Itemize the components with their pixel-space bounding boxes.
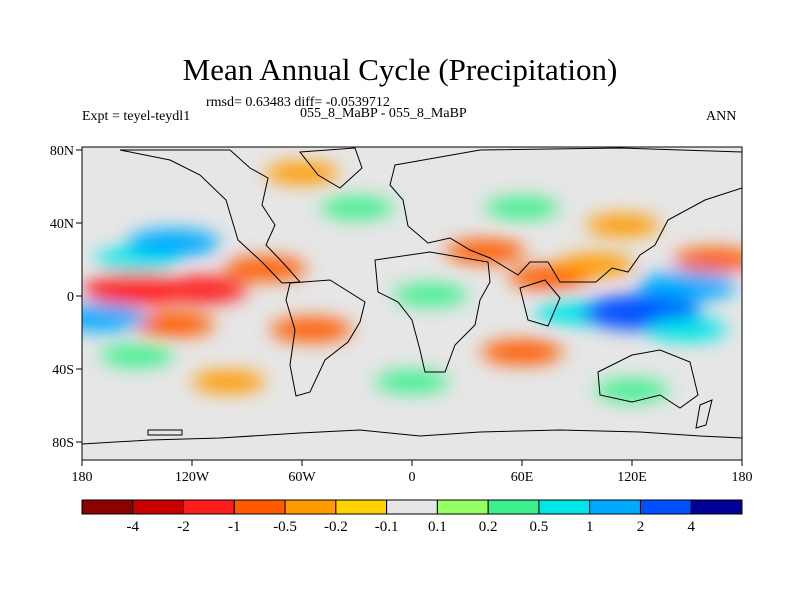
experiment-label: Expt = teyel-teydl1 — [82, 109, 191, 124]
colorbar-swatch — [386, 499, 438, 515]
anomaly-region-10 — [445, 239, 526, 264]
coastline-south-america — [285, 279, 366, 397]
svg-text:80S: 80S — [52, 436, 74, 451]
colorbar-swatch — [284, 499, 337, 515]
svg-text:120E: 120E — [617, 470, 647, 485]
colorbar-swatch — [81, 499, 134, 515]
y-tick-80s: 80S — [52, 436, 82, 451]
anomaly-region-8 — [100, 344, 174, 367]
colorbar-swatch — [132, 499, 185, 515]
colorbar-swatch — [335, 499, 388, 515]
coastline-greenland — [299, 147, 363, 189]
coastline-north-america — [119, 149, 302, 284]
colorbar-swatch — [233, 499, 286, 515]
colorbar: -4 -2 -1 -0.5 -0.2 -0.1 0.1 0.2 0.5 1 2 4 — [81, 499, 743, 535]
svg-text:40S: 40S — [52, 363, 74, 378]
colorbar-swatch — [183, 499, 235, 515]
anomaly-region-17 — [647, 317, 727, 342]
colorbar-swatch — [690, 499, 743, 515]
anomaly-region-18 — [673, 247, 742, 273]
coastline-antarctic-peninsula — [147, 429, 183, 436]
anomaly-region-2 — [224, 256, 307, 281]
svg-text:180: 180 — [732, 470, 753, 485]
coastline-africa — [374, 251, 491, 373]
svg-text:80N: 80N — [50, 144, 74, 159]
x-tick-0: 0 — [409, 460, 416, 485]
svg-text:0: 0 — [67, 290, 74, 305]
anomaly-region-12 — [556, 253, 635, 277]
anomaly-region-7 — [82, 303, 147, 332]
colorbar-label: -2 — [177, 519, 190, 535]
y-tick-80n: 80N — [50, 144, 82, 159]
comparison-label: 055_8_MaBP - 055_8_MaBP — [300, 106, 467, 121]
axes: 180 120W 60W 0 60E 120E 180 80N 40N 0 40… — [50, 144, 753, 485]
colorbar-label: -1 — [228, 519, 241, 535]
colorbar-label: -0.2 — [324, 519, 348, 535]
colorbar-label: -0.5 — [273, 519, 297, 535]
anomaly-region-16 — [638, 271, 736, 301]
anomaly-region-22 — [191, 370, 266, 393]
svg-text:60E: 60E — [511, 470, 534, 485]
x-tick-120e: 120E — [617, 460, 647, 485]
colorbar-label: 4 — [687, 519, 695, 535]
x-tick-180e: 180 — [732, 460, 753, 485]
stats-line: rmsd= 0.63483 diff= -0.0539712 — [206, 95, 390, 110]
colorbar-label: 0.5 — [530, 519, 549, 535]
plot-area — [81, 146, 743, 461]
colorbar-swatch — [639, 499, 692, 515]
colorbar-label: -0.1 — [375, 519, 399, 535]
svg-text:120W: 120W — [175, 470, 210, 485]
x-tick-60w: 60W — [288, 460, 316, 485]
colorbar-swatch — [538, 499, 591, 515]
x-tick-60e: 60E — [511, 460, 534, 485]
anomaly-region-4 — [270, 317, 353, 342]
svg-text:0: 0 — [409, 470, 416, 485]
y-tick-40s: 40S — [52, 363, 82, 378]
anomaly-region-25 — [265, 162, 339, 184]
colorbar-swatch — [436, 499, 489, 515]
coastline-eurasia — [389, 147, 742, 283]
colorbar-label: 1 — [586, 519, 594, 535]
colorbar-label: 0.2 — [479, 519, 498, 535]
y-tick-40n: 40N — [50, 217, 82, 232]
anomaly-region-19 — [585, 214, 660, 237]
coastline-southeast-asia — [519, 279, 561, 327]
anomaly-region-21 — [320, 196, 394, 219]
anomaly-region-6 — [127, 229, 220, 257]
coastline-australia — [597, 349, 699, 409]
anomaly-region-23 — [375, 370, 449, 393]
coastline-new-zealand — [695, 399, 713, 429]
anomaly-region-24 — [595, 379, 669, 402]
anomaly-region-3 — [132, 312, 215, 337]
colorbar-label: -4 — [127, 519, 140, 535]
svg-text:60W: 60W — [288, 470, 316, 485]
coastlines — [82, 147, 742, 445]
colorbar-label: 2 — [637, 519, 645, 535]
y-tick-0: 0 — [67, 290, 82, 305]
svg-text:40N: 40N — [50, 217, 74, 232]
svg-text:180: 180 — [72, 470, 93, 485]
anomaly-region-13 — [481, 340, 563, 365]
anomaly-region-1 — [155, 275, 248, 304]
x-ticks: 180 120W 60W 0 60E 120E 180 — [72, 460, 753, 485]
x-tick-180w: 180 — [72, 460, 93, 485]
season-label: ANN — [706, 109, 737, 124]
y-ticks: 80N 40N 0 40S 80S — [50, 144, 82, 451]
x-tick-120w: 120W — [175, 460, 210, 485]
anomaly-field — [82, 162, 742, 402]
colorbar-swatch — [589, 499, 641, 515]
anomaly-region-9 — [393, 283, 468, 306]
map-title: Mean Annual Cycle (Precipitation) — [182, 52, 618, 87]
coastline-antarctica — [82, 429, 742, 445]
colorbar-label: 0.1 — [428, 519, 447, 535]
colorbar-swatch — [487, 499, 540, 515]
anomaly-region-20 — [485, 196, 559, 219]
